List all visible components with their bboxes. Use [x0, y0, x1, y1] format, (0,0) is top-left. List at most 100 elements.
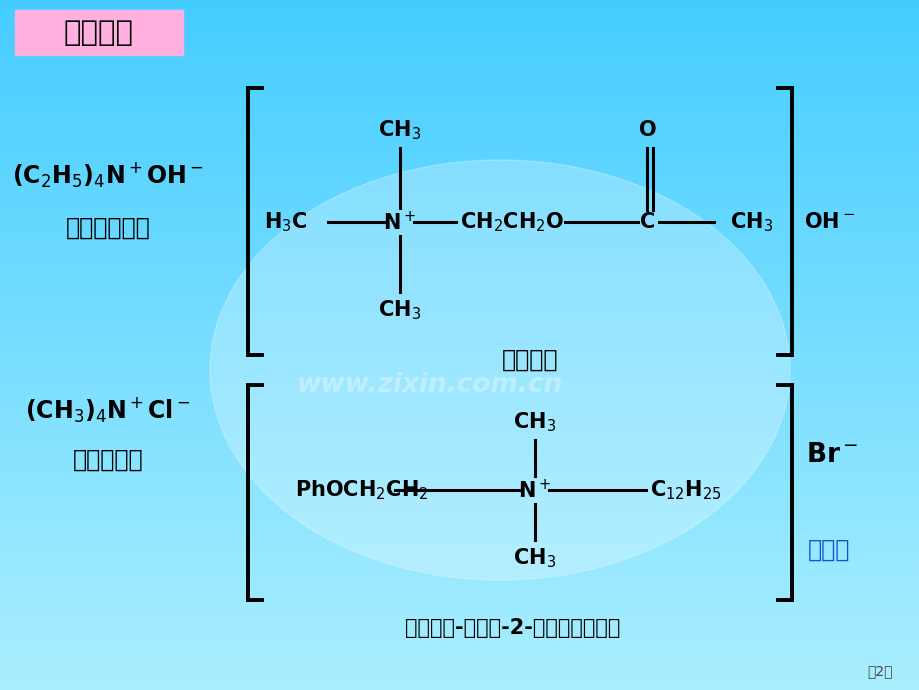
Bar	[0, 161, 919, 166]
Bar	[0, 444, 919, 448]
Bar	[0, 503, 919, 507]
Bar	[0, 13, 919, 17]
Bar	[0, 113, 919, 117]
Text: N$^+$: N$^+$	[383, 210, 416, 234]
Bar	[0, 99, 919, 104]
Bar	[0, 92, 919, 97]
Bar	[0, 72, 919, 76]
Bar	[0, 334, 919, 338]
Bar	[0, 424, 919, 428]
Bar	[0, 210, 919, 214]
Bar	[0, 134, 919, 138]
Bar	[0, 386, 919, 390]
Bar	[0, 600, 919, 604]
Bar	[0, 130, 919, 135]
Bar	[0, 61, 919, 66]
Bar	[0, 634, 919, 638]
Bar	[0, 168, 919, 172]
Bar	[0, 486, 919, 490]
Bar	[0, 248, 919, 252]
Bar	[0, 489, 919, 493]
Bar	[0, 6, 919, 10]
Bar	[0, 586, 919, 590]
Bar	[0, 437, 919, 442]
Bar	[0, 175, 919, 179]
Bar	[0, 541, 919, 545]
Bar	[0, 106, 919, 110]
Bar	[0, 607, 919, 611]
Text: 氯化四甲铵: 氯化四甲铵	[73, 448, 143, 472]
Bar	[0, 262, 919, 266]
Bar	[0, 110, 919, 114]
Bar	[0, 603, 919, 607]
Bar	[0, 272, 919, 276]
Bar	[0, 23, 919, 28]
Bar	[0, 58, 919, 62]
Bar	[0, 213, 919, 217]
Bar	[0, 500, 919, 504]
Bar	[0, 96, 919, 100]
Bar	[0, 337, 919, 342]
Text: PhOCH$_2$CH$_2$: PhOCH$_2$CH$_2$	[295, 478, 428, 502]
Bar	[0, 296, 919, 300]
Bar	[0, 158, 919, 162]
Bar	[0, 34, 919, 38]
Bar	[0, 86, 919, 90]
Bar	[0, 531, 919, 535]
Bar	[0, 641, 919, 645]
Text: 消毒宁: 消毒宁	[807, 538, 849, 562]
Bar	[0, 579, 919, 583]
Bar	[0, 593, 919, 597]
Bar	[0, 441, 919, 445]
Bar	[0, 196, 919, 200]
Text: N$^+$: N$^+$	[518, 478, 551, 502]
Bar	[0, 451, 919, 455]
Bar	[0, 44, 919, 48]
Bar	[0, 217, 919, 221]
Bar	[0, 89, 919, 93]
Bar	[0, 155, 919, 159]
Bar	[0, 299, 919, 304]
Text: 十二烷基-二甲基-2-苯氧乙基溴化铵: 十二烷基-二甲基-2-苯氧乙基溴化铵	[405, 618, 620, 638]
Bar	[0, 358, 919, 362]
Text: H$_3$C: H$_3$C	[264, 210, 308, 234]
Bar	[0, 68, 919, 72]
Bar	[0, 165, 919, 169]
Bar	[0, 679, 919, 683]
Bar	[0, 286, 919, 290]
Bar	[0, 82, 919, 86]
Text: C$_{12}$H$_{25}$: C$_{12}$H$_{25}$	[650, 478, 720, 502]
Bar	[0, 496, 919, 500]
Bar	[0, 517, 919, 521]
Bar	[0, 37, 919, 41]
Bar	[0, 75, 919, 79]
Bar	[0, 672, 919, 676]
Bar	[0, 686, 919, 690]
Text: C: C	[640, 212, 655, 232]
Text: www.zixin.com.cn: www.zixin.com.cn	[297, 372, 562, 398]
Bar	[0, 355, 919, 359]
Bar	[0, 506, 919, 511]
Bar	[0, 510, 919, 514]
Bar	[0, 48, 919, 52]
Bar	[0, 572, 919, 576]
Bar	[0, 293, 919, 297]
Bar	[0, 520, 919, 524]
Bar	[0, 10, 919, 14]
Bar	[0, 417, 919, 421]
Bar	[0, 282, 919, 286]
Text: CH$_3$: CH$_3$	[378, 298, 421, 322]
Bar	[0, 544, 919, 549]
Text: O: O	[639, 120, 656, 140]
Bar	[0, 17, 919, 21]
Bar	[0, 224, 919, 228]
Bar	[0, 41, 919, 45]
Bar	[0, 382, 919, 386]
Bar	[0, 148, 919, 152]
Bar	[0, 120, 919, 124]
Bar	[0, 189, 919, 193]
Bar	[0, 331, 919, 335]
Bar	[0, 458, 919, 462]
Bar	[0, 206, 919, 210]
Bar	[0, 596, 919, 600]
